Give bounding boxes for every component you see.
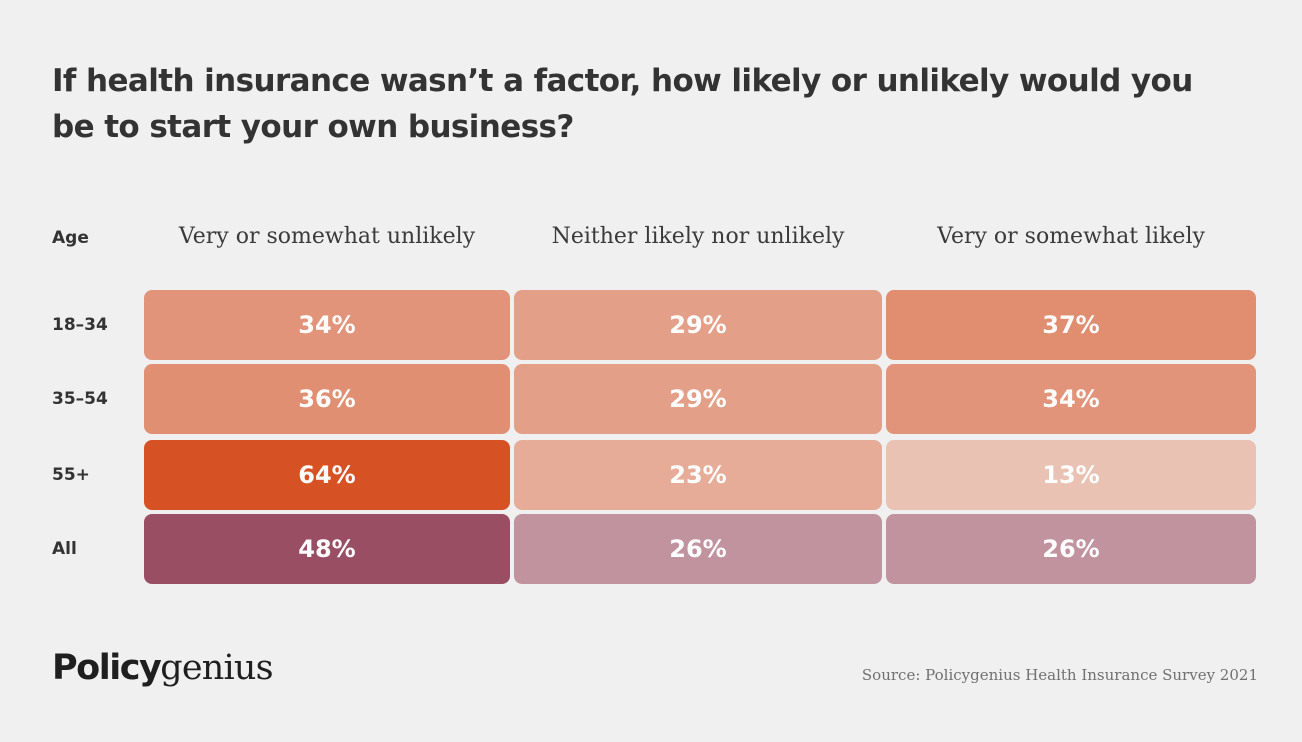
cell-35-54-very-or-somewhat-unlikely: 36% (144, 364, 510, 434)
column-header-neither-likely-nor-unlikely: Neither likely nor unlikely (551, 224, 845, 249)
row-label-all: All (52, 539, 77, 559)
cell-all-very-or-somewhat-unlikely: 48% (144, 514, 510, 584)
cell-18-34-neither-likely-nor-unlikely: 29% (514, 290, 882, 360)
row-label-35-54: 35–54 (52, 389, 108, 409)
policygenius-logo: Policygenius (52, 646, 274, 690)
cell-all-neither-likely-nor-unlikely: 26% (514, 514, 882, 584)
cell-18-34-very-or-somewhat-unlikely: 34% (144, 290, 510, 360)
column-header-very-or-somewhat-unlikely: Very or somewhat unlikely (178, 224, 476, 249)
cell-55-neither-likely-nor-unlikely: 23% (514, 440, 882, 510)
cell-18-34-very-or-somewhat-likely: 37% (886, 290, 1256, 360)
column-header-very-or-somewhat-likely: Very or somewhat likely (937, 224, 1205, 249)
chart-title: If health insurance wasn’t a factor, how… (52, 63, 1193, 145)
source-note: Source: Policygenius Health Insurance Su… (861, 666, 1258, 684)
cell-55-very-or-somewhat-likely: 13% (886, 440, 1256, 510)
row-label-18-34: 18–34 (52, 315, 108, 335)
cell-all-very-or-somewhat-likely: 26% (886, 514, 1256, 584)
age-column-header: Age (52, 228, 89, 248)
row-label-55: 55+ (52, 465, 90, 485)
cell-35-54-very-or-somewhat-likely: 34% (886, 364, 1256, 434)
logo-policy-text: Policy (52, 648, 162, 688)
cell-35-54-neither-likely-nor-unlikely: 29% (514, 364, 882, 434)
cell-55-very-or-somewhat-unlikely: 64% (144, 440, 510, 510)
logo-genius-text: genius (160, 648, 273, 688)
